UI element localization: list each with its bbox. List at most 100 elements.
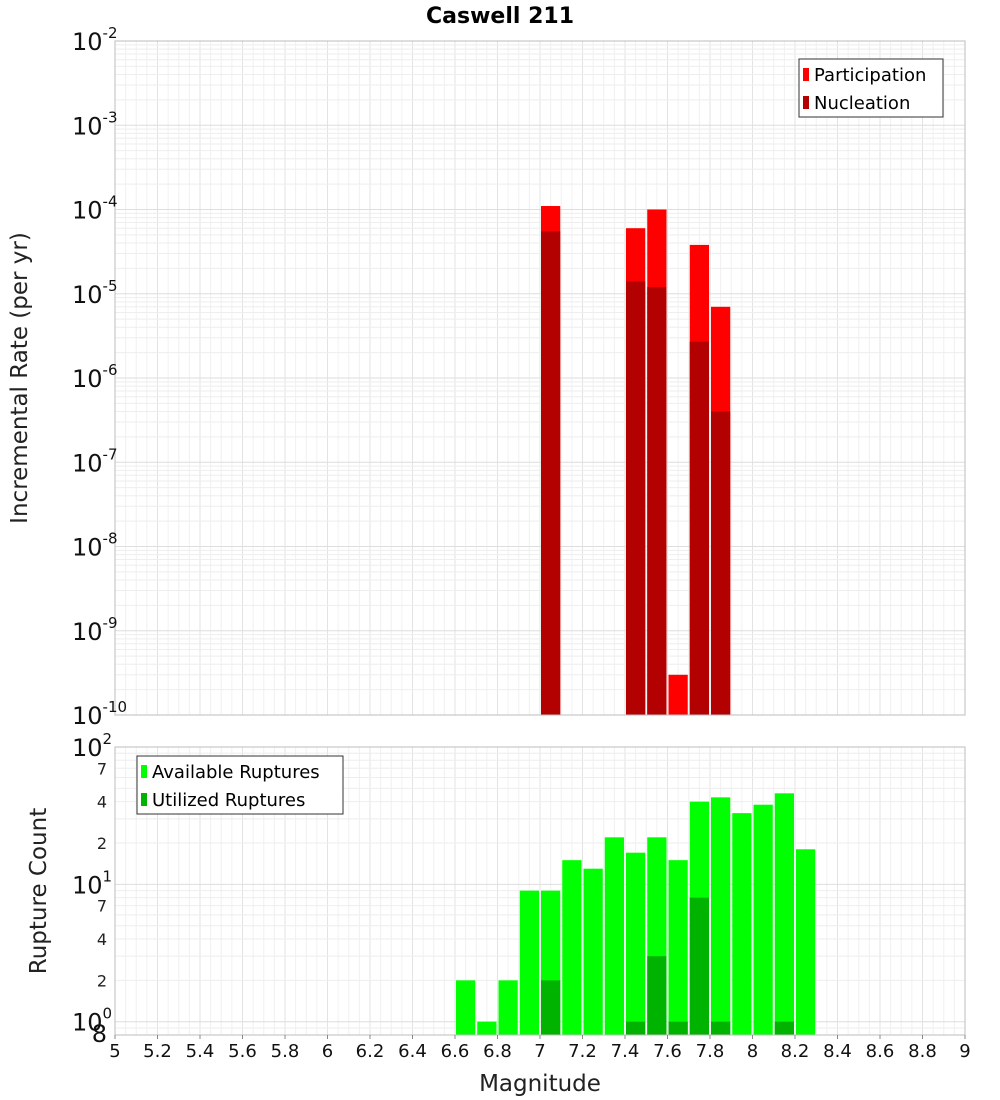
top-y-tick-label-exponent: -7 xyxy=(103,445,118,463)
top-y-tick-label-base: 10 xyxy=(72,112,103,140)
bottom-legend-box xyxy=(136,755,344,815)
bottom-y-minor-tick-label: 4 xyxy=(97,793,107,812)
nucleation-bar xyxy=(711,411,731,715)
top-y-tick-label-base: 10 xyxy=(72,28,103,56)
x-axis-label: Magnitude xyxy=(479,1071,601,1097)
top-legend-label: Participation xyxy=(814,65,926,86)
bottom-y-tick-label: 100 xyxy=(72,1005,112,1037)
available-ruptures-bar xyxy=(668,860,688,1035)
top-y-tick-label-exponent: -2 xyxy=(103,24,118,42)
available-ruptures-bar xyxy=(477,1021,497,1035)
top-y-tick-label-exponent: -5 xyxy=(103,277,118,295)
x-tick-label: 6.2 xyxy=(356,1041,385,1062)
top-y-tick-label-base: 10 xyxy=(72,197,103,225)
available-ruptures-bar xyxy=(774,793,794,1035)
participation-bar xyxy=(668,674,688,715)
nucleation-bar xyxy=(626,281,646,715)
x-tick-label: 5.4 xyxy=(186,1041,215,1062)
bottom-legend-label: Available Ruptures xyxy=(152,762,320,783)
x-tick-label: 7.8 xyxy=(696,1041,725,1062)
top-y-tick-label-exponent: -6 xyxy=(103,361,118,379)
available-ruptures-bar xyxy=(711,797,731,1035)
available-ruptures-bar xyxy=(796,849,816,1035)
nucleation-bar xyxy=(647,287,667,715)
utilized-ruptures-bar xyxy=(626,1021,646,1035)
top-legend-box xyxy=(798,58,944,118)
top-y-tick-label-exponent: -10 xyxy=(103,698,128,716)
top-y-axis-label: Incremental Rate (per yr) xyxy=(7,232,33,524)
utilized-ruptures-bar xyxy=(647,956,667,1035)
x-tick-label: 5.2 xyxy=(143,1041,172,1062)
available-ruptures-bar xyxy=(519,890,539,1035)
utilized-ruptures-bar xyxy=(711,1021,731,1035)
top-y-tick-label-base: 10 xyxy=(72,449,103,477)
bottom-y-minor-tick-label: 7 xyxy=(97,897,107,916)
bottom-y-tick-label-exponent: 2 xyxy=(103,730,113,748)
bottom-legend-label: Utilized Ruptures xyxy=(152,790,305,811)
top-y-tick-label-exponent: -3 xyxy=(103,108,118,126)
available-ruptures-bar xyxy=(583,868,603,1035)
bottom-y-tick-label-base: 10 xyxy=(72,871,103,899)
chart-title: Caswell 211 xyxy=(426,4,574,29)
x-tick-label: 8.6 xyxy=(866,1041,895,1062)
x-tick-label: 8.4 xyxy=(823,1041,852,1062)
top-legend-label: Nucleation xyxy=(814,93,910,114)
bottom-y-tick-label: 102 xyxy=(72,730,112,762)
bottom-y-minor-tick-label: 8 xyxy=(92,1020,107,1048)
top-y-tick-label-exponent: -4 xyxy=(103,193,118,211)
top-y-tick-label-base: 10 xyxy=(72,618,103,646)
x-tick-label: 8.8 xyxy=(908,1041,937,1062)
available-ruptures-bar xyxy=(562,860,582,1035)
utilized-ruptures-bar xyxy=(668,1021,688,1035)
x-tick-label: 6.4 xyxy=(398,1041,427,1062)
available-ruptures-bar xyxy=(753,804,773,1035)
x-tick-label: 5.8 xyxy=(271,1041,300,1062)
x-tick-label: 8.2 xyxy=(781,1041,810,1062)
bottom-legend-swatch xyxy=(141,793,147,806)
top-legend-swatch xyxy=(803,68,809,81)
top-rate-panel: 10-210-310-410-510-610-710-810-910-10Par… xyxy=(72,24,966,730)
bottom-legend-swatch xyxy=(141,765,147,778)
x-tick-label: 6.6 xyxy=(441,1041,470,1062)
bottom-y-minor-tick-label: 4 xyxy=(97,930,107,949)
top-y-tick-label-base: 10 xyxy=(72,534,103,562)
bottom-y-minor-tick-label: 7 xyxy=(97,759,107,778)
nucleation-bar xyxy=(689,341,709,715)
top-y-tick-label-base: 10 xyxy=(72,365,103,393)
x-tick-label: 5.6 xyxy=(228,1041,257,1062)
x-tick-label: 7.6 xyxy=(653,1041,682,1062)
top-y-tick-label-exponent: -9 xyxy=(103,614,118,632)
top-frame xyxy=(114,40,966,716)
top-y-tick-label: 10-10 xyxy=(72,698,127,730)
top-y-tick-label: 10-9 xyxy=(72,614,118,646)
utilized-ruptures-bar xyxy=(774,1021,794,1035)
x-tick-label: 5 xyxy=(109,1041,120,1062)
available-ruptures-bar xyxy=(604,837,624,1035)
top-legend-swatch xyxy=(803,96,809,109)
top-y-tick-label: 10-5 xyxy=(72,277,118,309)
bottom-y-tick-label-base: 10 xyxy=(72,1009,103,1037)
top-y-tick-label: 10-4 xyxy=(72,193,118,225)
x-tick-label: 8 xyxy=(747,1041,758,1062)
bottom-y-tick-label-exponent: 0 xyxy=(103,1005,113,1023)
top-y-tick-label-base: 10 xyxy=(72,702,103,730)
utilized-ruptures-bar xyxy=(689,897,709,1035)
bottom-y-tick-label-exponent: 1 xyxy=(103,867,113,885)
bottom-y-tick-label: 101 xyxy=(72,867,112,899)
nucleation-bar xyxy=(541,231,561,715)
available-ruptures-bar xyxy=(498,980,518,1035)
x-tick-label: 7.4 xyxy=(611,1041,640,1062)
utilized-ruptures-bar xyxy=(541,980,561,1035)
top-y-tick-label-base: 10 xyxy=(72,281,103,309)
available-ruptures-bar xyxy=(732,813,752,1035)
x-tick-label: 7 xyxy=(534,1041,545,1062)
bottom-y-minor-tick-label: 2 xyxy=(97,971,107,990)
x-tick-label: 6 xyxy=(322,1041,333,1062)
top-y-tick-label: 10-2 xyxy=(72,24,118,56)
bottom-y-minor-tick-label: 2 xyxy=(97,834,107,853)
available-ruptures-bar xyxy=(626,852,646,1035)
top-y-tick-label: 10-8 xyxy=(72,530,118,562)
top-y-tick-label: 10-6 xyxy=(72,361,118,393)
